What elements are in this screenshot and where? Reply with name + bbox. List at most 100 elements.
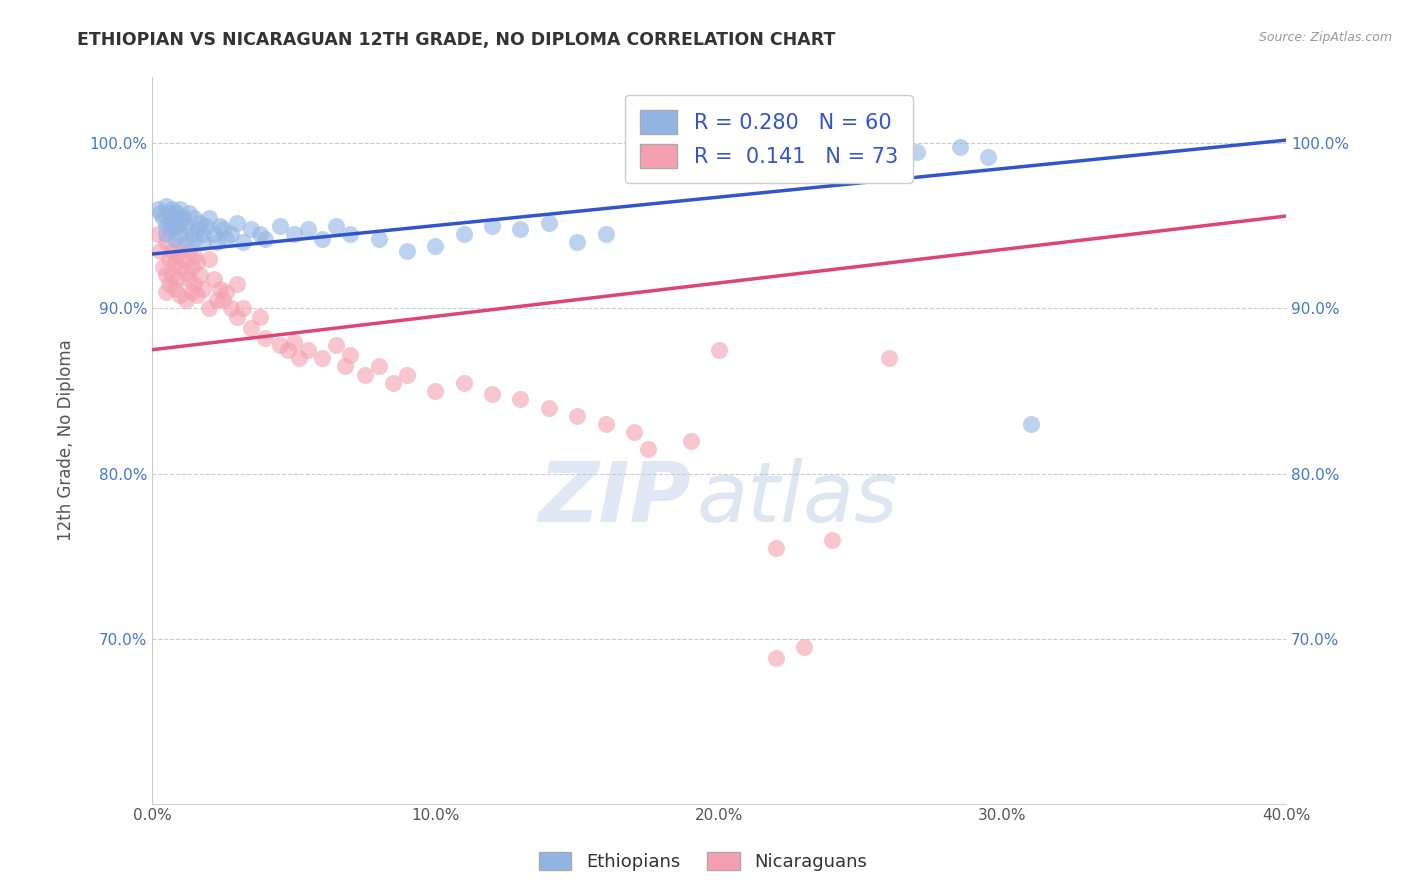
Point — [623, 425, 645, 440]
Point — [396, 368, 419, 382]
Point — [155, 219, 177, 233]
Point — [283, 227, 305, 242]
Point — [166, 272, 188, 286]
Point — [297, 343, 319, 357]
Point — [977, 150, 1000, 164]
Point — [821, 533, 844, 547]
Point — [214, 285, 236, 299]
Point — [155, 227, 177, 242]
Point — [877, 351, 900, 365]
Point — [202, 227, 225, 242]
Point — [208, 219, 231, 233]
Point — [172, 252, 194, 266]
Point — [277, 343, 299, 357]
Point — [325, 219, 347, 233]
Point — [183, 211, 205, 225]
Point — [191, 282, 214, 296]
Point — [208, 282, 231, 296]
Legend: R = 0.280   N = 60, R =  0.141   N = 73: R = 0.280 N = 60, R = 0.141 N = 73 — [626, 95, 912, 183]
Point — [194, 219, 217, 233]
Point — [339, 227, 361, 242]
Point — [146, 227, 169, 242]
Point — [425, 239, 447, 253]
Point — [325, 338, 347, 352]
Point — [152, 211, 174, 225]
Point — [169, 216, 191, 230]
Point — [567, 235, 589, 250]
Point — [297, 222, 319, 236]
Point — [169, 288, 191, 302]
Point — [188, 268, 211, 283]
Point — [157, 252, 180, 266]
Point — [169, 202, 191, 217]
Point — [211, 222, 233, 236]
Point — [197, 301, 219, 316]
Point — [163, 211, 186, 225]
Point — [160, 268, 183, 283]
Point — [180, 227, 202, 242]
Point — [226, 310, 249, 324]
Point — [793, 640, 815, 654]
Point — [333, 359, 356, 374]
Point — [249, 310, 271, 324]
Point — [160, 244, 183, 258]
Point — [188, 216, 211, 230]
Point — [160, 222, 183, 236]
Point — [163, 232, 186, 246]
Point — [214, 232, 236, 246]
Point — [163, 255, 186, 269]
Point — [197, 211, 219, 225]
Point — [509, 222, 531, 236]
Point — [157, 216, 180, 230]
Point — [174, 265, 197, 279]
Point — [232, 301, 254, 316]
Point — [765, 651, 787, 665]
Point — [595, 417, 617, 431]
Point — [191, 227, 214, 242]
Point — [146, 202, 169, 217]
Point — [180, 285, 202, 299]
Point — [160, 202, 183, 217]
Point — [166, 206, 188, 220]
Point — [221, 227, 243, 242]
Point — [174, 235, 197, 250]
Point — [249, 227, 271, 242]
Point — [595, 227, 617, 242]
Point — [396, 244, 419, 258]
Point — [186, 288, 208, 302]
Point — [166, 249, 188, 263]
Text: ETHIOPIAN VS NICARAGUAN 12TH GRADE, NO DIPLOMA CORRELATION CHART: ETHIOPIAN VS NICARAGUAN 12TH GRADE, NO D… — [77, 31, 835, 49]
Point — [174, 219, 197, 233]
Point — [240, 222, 263, 236]
Point — [155, 285, 177, 299]
Point — [232, 235, 254, 250]
Point — [163, 282, 186, 296]
Text: ZIP: ZIP — [538, 458, 690, 539]
Point — [949, 140, 972, 154]
Point — [381, 376, 404, 390]
Point — [367, 232, 389, 246]
Point — [367, 359, 389, 374]
Point — [155, 235, 177, 250]
Point — [254, 232, 277, 246]
Point — [269, 219, 291, 233]
Point — [155, 199, 177, 213]
Point — [353, 368, 375, 382]
Point — [191, 235, 214, 250]
Point — [183, 277, 205, 291]
Point — [211, 293, 233, 308]
Point — [155, 268, 177, 283]
Point — [283, 334, 305, 349]
Point — [425, 384, 447, 398]
Point — [707, 343, 730, 357]
Point — [240, 321, 263, 335]
Point — [197, 252, 219, 266]
Point — [149, 244, 172, 258]
Point — [202, 272, 225, 286]
Point — [221, 301, 243, 316]
Point — [765, 541, 787, 555]
Point — [166, 219, 188, 233]
Point — [453, 227, 475, 242]
Point — [177, 272, 200, 286]
Legend: Ethiopians, Nicaraguans: Ethiopians, Nicaraguans — [531, 845, 875, 879]
